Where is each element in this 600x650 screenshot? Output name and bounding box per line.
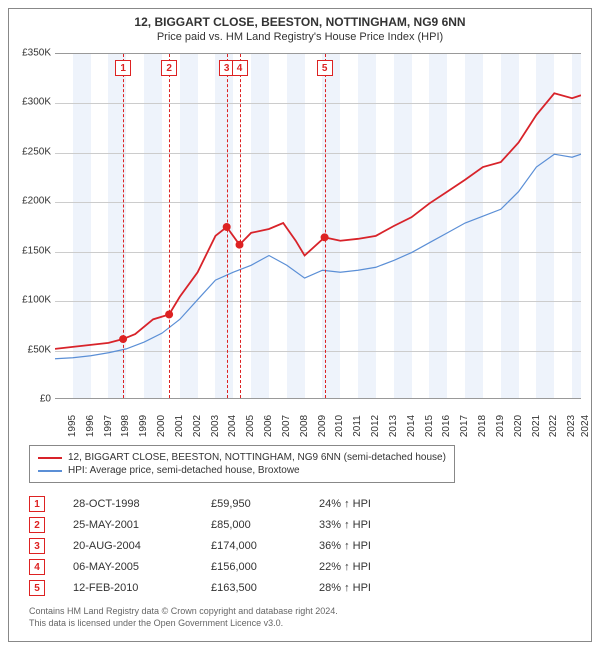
sale-index-box: 2 xyxy=(29,517,45,533)
sale-date: 25-MAY-2001 xyxy=(73,519,183,531)
sale-index-box: 4 xyxy=(29,559,45,575)
sale-date: 12-FEB-2010 xyxy=(73,582,183,594)
x-axis-label: 2018 xyxy=(477,415,488,437)
marker-vline xyxy=(123,54,124,398)
x-axis-label: 2015 xyxy=(424,415,435,437)
x-axis-label: 1995 xyxy=(67,415,78,437)
marker-vline xyxy=(227,54,228,398)
sale-date: 28-OCT-1998 xyxy=(73,498,183,510)
y-axis-label: £300K xyxy=(13,97,51,108)
marker-label: 2 xyxy=(161,60,177,76)
sale-row: 5 12-FEB-2010 £163,500 28% ↑ HPI xyxy=(29,580,587,596)
x-axis-label: 2000 xyxy=(156,415,167,437)
x-axis-label: 2016 xyxy=(441,415,452,437)
sale-price: £85,000 xyxy=(211,519,291,531)
legend-label: 12, BIGGART CLOSE, BEESTON, NOTTINGHAM, … xyxy=(68,452,446,463)
legend: 12, BIGGART CLOSE, BEESTON, NOTTINGHAM, … xyxy=(29,445,455,483)
sale-row: 4 06-MAY-2005 £156,000 22% ↑ HPI xyxy=(29,559,587,575)
chart-svg xyxy=(55,54,581,398)
sale-delta: 33% ↑ HPI xyxy=(319,519,409,531)
x-axis-label: 1999 xyxy=(138,415,149,437)
sale-index-box: 5 xyxy=(29,580,45,596)
x-axis-label: 1997 xyxy=(103,415,114,437)
sale-row: 1 28-OCT-1998 £59,950 24% ↑ HPI xyxy=(29,496,587,512)
marker-label: 4 xyxy=(232,60,248,76)
y-axis-label: £250K xyxy=(13,146,51,157)
x-axis-label: 1998 xyxy=(120,415,131,437)
x-axis-label: 2006 xyxy=(263,415,274,437)
x-axis-label: 1996 xyxy=(85,415,96,437)
sales-table: 1 28-OCT-1998 £59,950 24% ↑ HPI 2 25-MAY-2001… xyxy=(29,496,587,596)
sale-delta: 24% ↑ HPI xyxy=(319,498,409,510)
sale-price: £156,000 xyxy=(211,561,291,573)
x-axis-label: 2008 xyxy=(299,415,310,437)
x-axis-label: 2002 xyxy=(192,415,203,437)
sale-delta: 28% ↑ HPI xyxy=(319,582,409,594)
sale-delta: 22% ↑ HPI xyxy=(319,561,409,573)
sale-price: £59,950 xyxy=(211,498,291,510)
marker-label: 5 xyxy=(317,60,333,76)
x-axis-label: 2022 xyxy=(548,415,559,437)
x-axis-label: 2021 xyxy=(531,415,542,437)
chart-container: 12, BIGGART CLOSE, BEESTON, NOTTINGHAM, … xyxy=(8,8,592,642)
marker-vline xyxy=(325,54,326,398)
x-axis-label: 2011 xyxy=(352,415,363,437)
y-axis-label: £150K xyxy=(13,245,51,256)
footer: Contains HM Land Registry data © Crown c… xyxy=(13,606,587,631)
sale-price: £163,500 xyxy=(211,582,291,594)
x-axis-label: 2009 xyxy=(317,415,328,437)
sale-row: 3 20-AUG-2004 £174,000 36% ↑ HPI xyxy=(29,538,587,554)
x-axis-label: 2024 xyxy=(580,415,591,437)
footer-line: This data is licensed under the Open Gov… xyxy=(29,618,579,630)
sale-date: 20-AUG-2004 xyxy=(73,540,183,552)
sale-date: 06-MAY-2005 xyxy=(73,561,183,573)
y-axis-label: £0 xyxy=(13,394,51,405)
chart-area: 12345 1995199619971998199920002001200220… xyxy=(13,49,587,439)
legend-label: HPI: Average price, semi-detached house,… xyxy=(68,465,300,476)
legend-item-property: 12, BIGGART CLOSE, BEESTON, NOTTINGHAM, … xyxy=(38,452,446,463)
y-axis-label: £350K xyxy=(13,48,51,59)
series-property xyxy=(55,93,581,349)
footer-line: Contains HM Land Registry data © Crown c… xyxy=(29,606,579,618)
marker-label: 1 xyxy=(115,60,131,76)
x-axis-label: 2023 xyxy=(566,415,577,437)
x-axis-label: 2019 xyxy=(495,415,506,437)
x-axis-label: 2010 xyxy=(334,415,345,437)
sale-price: £174,000 xyxy=(211,540,291,552)
chart-titles: 12, BIGGART CLOSE, BEESTON, NOTTINGHAM, … xyxy=(13,15,587,43)
x-axis-label: 2014 xyxy=(406,415,417,437)
x-axis-label: 2003 xyxy=(210,415,221,437)
sale-delta: 36% ↑ HPI xyxy=(319,540,409,552)
legend-swatch xyxy=(38,457,62,459)
y-axis-label: £50K xyxy=(13,344,51,355)
x-axis-label: 2001 xyxy=(174,415,185,437)
x-axis-label: 2013 xyxy=(388,415,399,437)
sale-index-box: 3 xyxy=(29,538,45,554)
marker-vline xyxy=(240,54,241,398)
marker-vline xyxy=(169,54,170,398)
y-axis-label: £100K xyxy=(13,295,51,306)
x-axis-label: 2012 xyxy=(370,415,381,437)
legend-swatch xyxy=(38,470,62,472)
x-axis-label: 2004 xyxy=(227,415,238,437)
y-axis-label: £200K xyxy=(13,196,51,207)
series-hpi xyxy=(55,154,581,359)
x-axis-label: 2007 xyxy=(281,415,292,437)
chart-subtitle: Price paid vs. HM Land Registry's House … xyxy=(13,31,587,43)
plot-region: 12345 xyxy=(55,53,581,399)
sale-index-box: 1 xyxy=(29,496,45,512)
sale-row: 2 25-MAY-2001 £85,000 33% ↑ HPI xyxy=(29,517,587,533)
chart-title: 12, BIGGART CLOSE, BEESTON, NOTTINGHAM, … xyxy=(13,15,587,29)
x-axis-label: 2005 xyxy=(245,415,256,437)
legend-item-hpi: HPI: Average price, semi-detached house,… xyxy=(38,465,446,476)
x-axis-label: 2020 xyxy=(513,415,524,437)
x-axis-label: 2017 xyxy=(459,415,470,437)
